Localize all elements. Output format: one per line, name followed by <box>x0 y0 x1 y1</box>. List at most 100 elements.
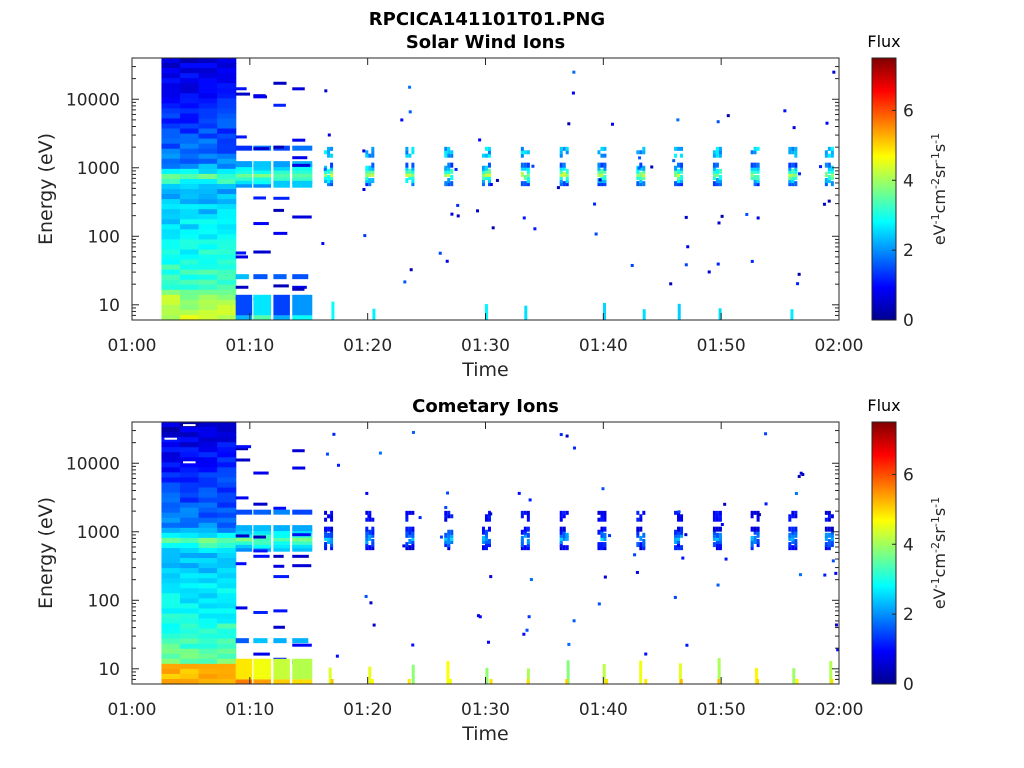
heatmap-cell <box>368 532 372 538</box>
heatmap-cell <box>756 146 760 151</box>
heatmap-cell <box>559 529 563 535</box>
heatmap-cell <box>327 514 331 519</box>
heatmap-cell <box>362 187 366 191</box>
heatmap-cell <box>273 164 290 171</box>
heatmap-cell <box>674 165 678 171</box>
heatmap-cell <box>680 526 684 532</box>
heatmap-cell <box>198 482 218 489</box>
heatmap-cell <box>217 143 237 150</box>
heatmap-cell <box>481 526 485 532</box>
heatmap-cell <box>161 163 181 170</box>
heatmap-cell <box>235 274 249 280</box>
heatmap-cell <box>559 532 563 538</box>
heatmap-cell <box>198 547 218 554</box>
heatmap-cell <box>378 451 382 455</box>
heatmap-cell <box>217 462 237 468</box>
heatmap-cell <box>450 153 454 158</box>
heatmap-cell <box>217 98 237 104</box>
heatmap-cell <box>405 150 409 155</box>
heatmap-cell <box>180 219 200 225</box>
y-tick-label: 10 <box>98 296 120 316</box>
heatmap-cell <box>371 532 375 538</box>
heatmap-cell <box>450 532 454 538</box>
heatmap-cell <box>517 491 521 495</box>
heatmap-cell <box>642 174 646 180</box>
heatmap-cell <box>603 514 607 519</box>
heatmap-cell <box>594 232 598 236</box>
heatmap-cell <box>253 545 272 552</box>
heatmap-cell <box>562 529 566 535</box>
heatmap-cell <box>198 123 218 130</box>
heatmap-cell <box>559 171 563 177</box>
figure-title: RPCICA141101T01.PNG <box>369 9 605 30</box>
heatmap-cell <box>198 487 218 494</box>
heatmap-cell <box>674 532 678 538</box>
heatmap-cell <box>253 95 268 99</box>
heatmap-cell <box>602 302 606 320</box>
heatmap-cell <box>476 209 480 213</box>
heatmap-cell <box>180 553 200 559</box>
heatmap-cell <box>600 181 604 187</box>
heatmap-cell <box>597 542 601 548</box>
x-tick-label: 01:40 <box>579 336 628 356</box>
heatmap-cell <box>718 535 722 541</box>
heatmap-cell <box>824 162 828 168</box>
heatmap-cell <box>603 178 607 184</box>
heatmap-cell <box>292 287 305 291</box>
heatmap-cell <box>484 529 488 535</box>
heatmap-cell <box>217 578 237 584</box>
heatmap-cell <box>674 535 678 541</box>
heatmap-cell <box>788 545 792 551</box>
heatmap-cell <box>677 181 681 187</box>
heatmap-cell <box>161 512 181 519</box>
heatmap-cell <box>405 162 409 168</box>
heatmap-cell <box>161 603 181 610</box>
heatmap-cell <box>600 162 604 168</box>
heatmap-cell <box>292 138 306 142</box>
heatmap-cell <box>253 196 266 200</box>
heatmap-cell <box>450 168 454 174</box>
heatmap-cell <box>447 178 451 184</box>
heatmap-cell <box>520 171 524 177</box>
heatmap-cell <box>830 171 834 177</box>
heatmap-cell <box>273 81 287 85</box>
heatmap-cell <box>756 517 760 522</box>
colorbar-units: eV-1cm-2sr-1s-1 <box>929 133 949 245</box>
heatmap-cell <box>235 638 249 644</box>
heatmap-cell <box>672 159 676 163</box>
heatmap-cell <box>330 162 334 168</box>
heatmap-cell <box>790 309 794 320</box>
heatmap-cell <box>161 183 181 190</box>
heatmap-cell <box>198 294 218 301</box>
heatmap-cell <box>639 174 643 180</box>
heatmap-cell <box>292 542 313 549</box>
heatmap-cell <box>217 229 237 235</box>
heatmap-cell <box>253 178 272 185</box>
heatmap-cell <box>217 199 237 205</box>
heatmap-cell <box>198 73 218 79</box>
heatmap-cell <box>198 497 218 504</box>
heatmap-cell <box>328 667 332 684</box>
heatmap-cell <box>408 85 412 89</box>
heatmap-cell <box>756 510 760 515</box>
heatmap-cell <box>597 517 601 522</box>
heatmap-cell <box>639 542 643 548</box>
heatmap-cell <box>217 219 237 225</box>
heatmap-cell <box>180 633 200 640</box>
heatmap-cell <box>161 234 181 240</box>
heatmap-cell <box>610 122 614 126</box>
heatmap-cell <box>161 527 181 534</box>
heatmap-cell <box>830 153 834 158</box>
heatmap-cell <box>217 482 237 489</box>
heatmap-cell <box>235 161 253 168</box>
heatmap-cell <box>788 162 792 168</box>
heatmap-cell <box>639 535 643 541</box>
heatmap-cell <box>755 667 759 684</box>
heatmap-cell <box>198 673 218 680</box>
heatmap-cell <box>642 309 646 320</box>
heatmap-cell <box>444 535 448 541</box>
heatmap-cell <box>642 542 646 548</box>
plot-area <box>132 58 839 320</box>
heatmap-cell <box>712 165 716 171</box>
